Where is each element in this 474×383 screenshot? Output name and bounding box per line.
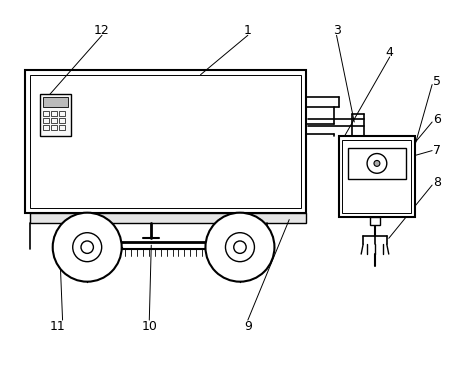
Bar: [59, 118, 64, 123]
Circle shape: [367, 154, 387, 173]
Text: 8: 8: [433, 176, 441, 189]
Circle shape: [234, 241, 246, 254]
Circle shape: [226, 233, 255, 262]
Text: 10: 10: [141, 319, 157, 332]
Text: 3: 3: [333, 24, 340, 37]
Text: 11: 11: [50, 319, 65, 332]
Bar: [51, 125, 57, 130]
Circle shape: [73, 233, 102, 262]
Bar: [51, 111, 57, 116]
Bar: [43, 111, 49, 116]
Text: 9: 9: [244, 319, 252, 332]
Circle shape: [374, 160, 380, 166]
Bar: [30, 213, 306, 223]
Bar: [59, 111, 64, 116]
Bar: [338, 136, 415, 217]
Bar: [348, 147, 406, 179]
Text: 4: 4: [386, 46, 394, 59]
Bar: [30, 75, 301, 208]
Bar: [43, 118, 49, 123]
Circle shape: [81, 241, 93, 254]
Bar: [59, 125, 64, 130]
Bar: [40, 95, 72, 136]
Text: 7: 7: [433, 144, 441, 157]
Text: 1: 1: [244, 24, 252, 37]
Text: 5: 5: [433, 75, 441, 88]
Text: 6: 6: [433, 113, 441, 126]
Bar: [25, 70, 306, 213]
Bar: [43, 125, 49, 130]
Circle shape: [53, 213, 122, 282]
Bar: [342, 140, 411, 213]
Bar: [51, 118, 57, 123]
Circle shape: [205, 213, 274, 282]
Text: 12: 12: [94, 24, 110, 37]
Bar: [43, 97, 68, 107]
Bar: [370, 217, 380, 226]
